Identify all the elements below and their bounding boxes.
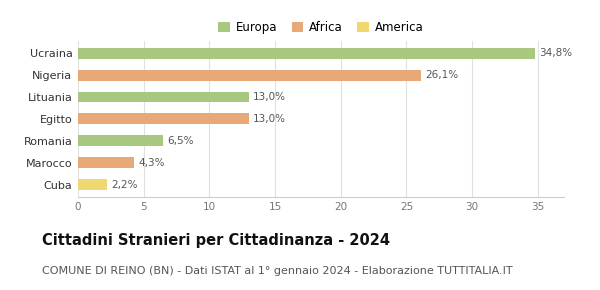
Text: COMUNE DI REINO (BN) - Dati ISTAT al 1° gennaio 2024 - Elaborazione TUTTITALIA.I: COMUNE DI REINO (BN) - Dati ISTAT al 1° … <box>42 266 512 276</box>
Bar <box>78 92 249 102</box>
Text: 13,0%: 13,0% <box>253 114 286 124</box>
Legend: Europa, Africa, America: Europa, Africa, America <box>216 18 426 36</box>
Bar <box>78 135 163 146</box>
Text: Cittadini Stranieri per Cittadinanza - 2024: Cittadini Stranieri per Cittadinanza - 2… <box>42 233 390 248</box>
Bar <box>78 70 421 81</box>
Text: 6,5%: 6,5% <box>167 136 194 146</box>
Text: 4,3%: 4,3% <box>139 158 165 168</box>
Bar <box>78 179 107 190</box>
Bar <box>78 157 134 168</box>
Bar <box>78 48 535 59</box>
Text: 26,1%: 26,1% <box>425 70 458 80</box>
Text: 13,0%: 13,0% <box>253 92 286 102</box>
Bar <box>78 113 249 124</box>
Text: 2,2%: 2,2% <box>111 180 137 190</box>
Text: 34,8%: 34,8% <box>539 48 572 58</box>
